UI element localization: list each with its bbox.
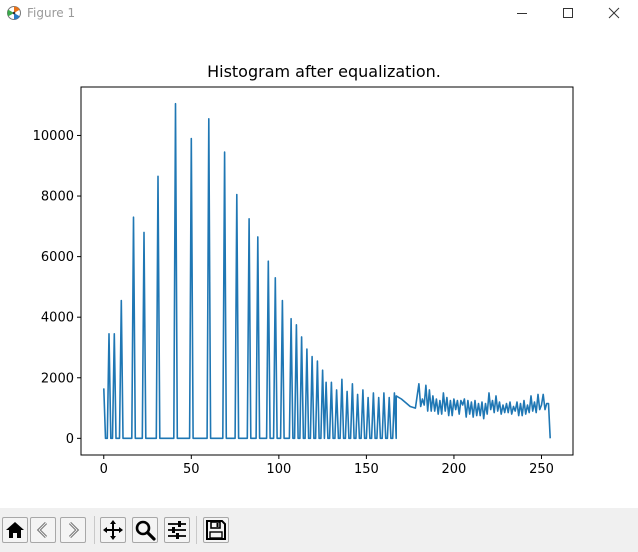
save-button[interactable] xyxy=(203,517,229,543)
save-icon xyxy=(206,520,226,540)
histogram-line xyxy=(103,102,551,440)
y-tick-label: 0 xyxy=(66,432,74,447)
forward-arrow-icon xyxy=(68,521,80,539)
navigation-toolbar xyxy=(0,508,638,552)
toolbar-separator xyxy=(196,516,197,544)
close-button[interactable] xyxy=(591,0,637,26)
forward-button[interactable] xyxy=(60,517,86,543)
sliders-icon xyxy=(168,521,186,539)
pan-icon xyxy=(103,520,123,540)
chart-title: Histogram after equalization. xyxy=(207,62,441,81)
y-tick-label: 6000 xyxy=(41,250,74,265)
home-icon xyxy=(6,522,24,538)
figure-canvas[interactable]: Histogram after equalization. 0 2000 4000 6… xyxy=(0,26,638,508)
y-tick-label: 4000 xyxy=(41,311,74,326)
x-tick-label: 0 xyxy=(100,462,108,477)
histogram-chart: Histogram after equalization. 0200040006… xyxy=(33,62,574,477)
x-tick-label: 250 xyxy=(529,462,554,477)
minimize-icon xyxy=(517,13,527,14)
pan-button[interactable] xyxy=(100,517,126,543)
axes-frame xyxy=(80,86,574,456)
configure-subplots-button[interactable] xyxy=(164,517,190,543)
back-button[interactable] xyxy=(30,517,56,543)
x-tick-label: 100 xyxy=(266,462,291,477)
back-arrow-icon xyxy=(36,521,48,539)
y-tick-label: 2000 xyxy=(41,371,74,386)
x-tick-label: 200 xyxy=(442,462,467,477)
y-tick-label: 10000 xyxy=(33,129,74,144)
matplotlib-icon xyxy=(7,6,21,20)
zoom-button[interactable] xyxy=(132,517,158,543)
y-axis: 0 2000 4000 6000 8000 10000 xyxy=(33,129,81,447)
home-button[interactable] xyxy=(2,517,28,543)
x-tick-label: 50 xyxy=(183,462,200,477)
close-icon xyxy=(608,7,620,19)
maximize-icon xyxy=(563,8,573,18)
zoom-icon xyxy=(135,520,156,541)
x-axis: 0 50 100 150 200 250 xyxy=(100,455,554,477)
window-title: Figure 1 xyxy=(27,6,76,20)
y-tick-label: 8000 xyxy=(41,190,74,205)
window-titlebar: Figure 1 xyxy=(0,0,638,26)
toolbar-separator xyxy=(94,516,95,544)
x-tick-label: 150 xyxy=(354,462,379,477)
minimize-button[interactable] xyxy=(499,0,545,26)
maximize-button[interactable] xyxy=(545,0,591,26)
